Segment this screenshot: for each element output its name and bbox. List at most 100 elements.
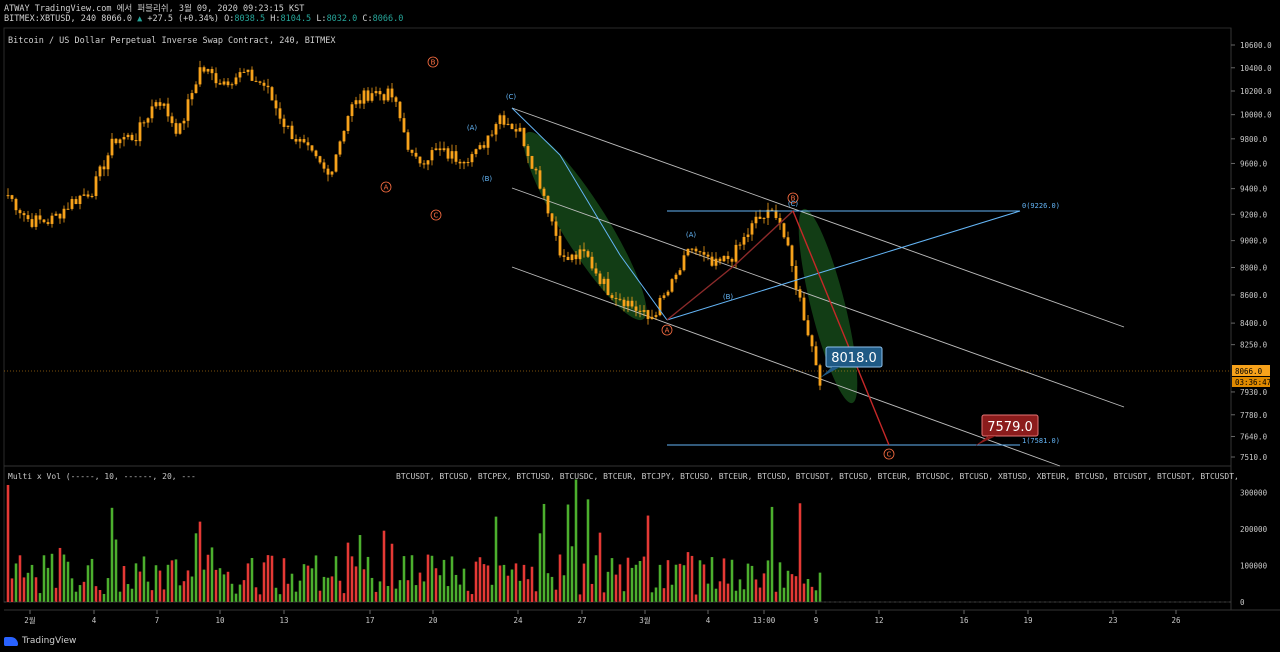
candle-body [426, 160, 430, 165]
price-tick-label: 7780.0 [1240, 411, 1268, 420]
candle-body [358, 100, 362, 104]
volume-bar [674, 564, 678, 602]
volume-bar [194, 533, 198, 602]
time-axis[interactable]: 2월 4 7 10 13 17 20 24 27 3월 4 13:00 9 12 16 19 23 26 [24, 610, 1181, 625]
time-tick-label: 3월 [639, 615, 651, 625]
volume-tick-label: 100000 [1240, 561, 1268, 570]
volume-legend: Multi x Vol (-----, 10, ------, 20, --- [8, 472, 196, 481]
candle-body [138, 122, 142, 142]
price-tick-label: 7930.0 [1240, 388, 1268, 397]
candle-body [542, 188, 546, 196]
volume-bar [702, 564, 706, 602]
candle-body [62, 208, 66, 219]
high-value: 8104.5 [280, 14, 312, 24]
candle-body [546, 195, 550, 214]
candle-body [78, 195, 82, 204]
candle-body [330, 171, 334, 175]
time-tick-label: 19 [1023, 616, 1032, 625]
wave-circle [787, 192, 799, 204]
volume-bar [14, 563, 18, 602]
candle-body [254, 80, 258, 82]
candle-body [726, 255, 730, 259]
candle-body [98, 166, 102, 177]
candle-body [166, 103, 170, 117]
volume-bar [262, 562, 266, 602]
candle-body [450, 151, 454, 159]
candle-body [298, 139, 302, 142]
candle-body [410, 149, 414, 153]
candle-body [130, 134, 134, 141]
candle-body [142, 122, 146, 124]
time-tick-label: 9 [814, 616, 819, 625]
volume-bar [478, 557, 482, 602]
volume-axis: 300000 200000 100000 0 [4, 488, 1268, 607]
volume-bar [402, 556, 406, 602]
volume-bar [114, 539, 118, 602]
candle-body [210, 69, 214, 74]
candle-body [638, 310, 642, 312]
candle-body [250, 69, 254, 81]
volume-bar [670, 584, 674, 602]
volume-bar [230, 583, 234, 602]
candle-body [334, 154, 338, 172]
price-tick-label: 7510.0 [1240, 453, 1268, 462]
volume-bar [178, 585, 182, 602]
candle-body [278, 108, 282, 119]
volume-bar [282, 558, 286, 602]
volume-bar [90, 558, 94, 602]
price-tick-label: 8800.0 [1240, 263, 1268, 272]
volume-bar [738, 579, 742, 602]
wave-label: B [791, 195, 796, 203]
volume-bar [58, 547, 62, 602]
price-axis[interactable]: 10600.0 10400.0 10200.0 10000.0 9800.0 9600.0… [1231, 41, 1272, 462]
candle-body [646, 310, 650, 319]
time-tick-label: 4 [706, 616, 711, 625]
volume-bar [426, 554, 430, 602]
candle-body [270, 87, 274, 101]
candle-body [606, 278, 610, 296]
candle-body [694, 248, 698, 252]
volume-bar [802, 583, 806, 602]
candle-body [50, 215, 54, 224]
volume-bar [66, 561, 70, 602]
volume-bar [414, 585, 418, 602]
volume-bar [618, 564, 622, 602]
callout-low-text: 8018.0 [831, 351, 877, 366]
volume-bar [726, 583, 730, 602]
candle-body [686, 248, 690, 256]
candle-body [18, 210, 22, 214]
volume-bar [50, 553, 54, 602]
candle-body [82, 194, 86, 196]
callout-target: 7579.0 [975, 414, 1039, 446]
volume-bar [658, 564, 662, 602]
wave-label: (C) [506, 93, 517, 101]
candle-body [26, 215, 30, 220]
candle-body [666, 291, 670, 296]
candle-body [378, 91, 382, 95]
volume-bar [126, 584, 130, 602]
candle-body [150, 106, 154, 119]
volume-bar [118, 591, 122, 602]
price-tick-label: 9600.0 [1240, 159, 1268, 168]
candle-body [258, 81, 262, 83]
candle-body [418, 156, 422, 164]
volume-bar [530, 566, 534, 602]
time-tick-label: 24 [513, 616, 523, 625]
candle-body [742, 237, 746, 245]
candle-body [782, 223, 786, 238]
tradingview-logo[interactable]: TradingView [4, 636, 76, 646]
candle-body [430, 150, 434, 161]
candle-body [234, 77, 238, 85]
volume-bar [574, 479, 578, 602]
volume-bar [630, 567, 634, 602]
candle-body [174, 123, 178, 134]
candle-body [242, 71, 246, 73]
candle-body [754, 216, 758, 224]
volume-bar [558, 554, 562, 602]
volume-bar [662, 588, 666, 602]
volume-bar [690, 555, 694, 602]
candle-body [366, 90, 370, 101]
candle-body [574, 254, 578, 260]
volume-bar [306, 565, 310, 602]
